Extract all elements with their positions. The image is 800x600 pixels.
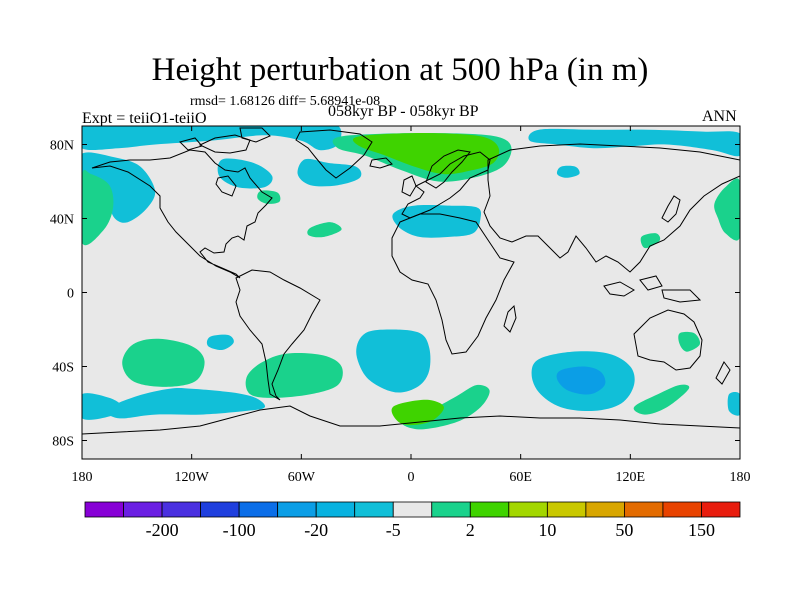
field-region-2-14: [82, 169, 114, 246]
colorbar-label: 10: [538, 520, 556, 540]
field-region--5-4: [392, 205, 482, 238]
field-region-2-18: [714, 178, 740, 241]
field-region-2-19: [122, 338, 205, 387]
coastline-south-america: [235, 269, 321, 401]
colorbar-label: 150: [688, 520, 715, 540]
rmsd-diff-stats: rmsd= 1.68126 diff= 5.68941e-08: [190, 94, 381, 109]
colorbar-swatch: [277, 501, 317, 518]
colorbar-swatch: [354, 501, 394, 518]
field-region--20-11: [556, 366, 606, 395]
map-title: Height perturbation at 500 hPa (in m): [151, 52, 649, 88]
field-region-2-15: [307, 222, 342, 238]
colorbar-swatch: [84, 501, 124, 518]
colorbar-swatch: [508, 501, 548, 518]
colorbar-swatch: [392, 501, 433, 518]
coastline-scandinavia: [425, 149, 471, 189]
colorbar-swatch: [315, 501, 356, 518]
coastline-japan: [661, 195, 681, 223]
field-region-10-25: [352, 132, 500, 175]
period-label: 058kyr BP - 058kyr BP: [328, 103, 479, 120]
lon-tick-label: 180: [72, 470, 93, 485]
lon-tick-label: 120W: [175, 470, 210, 485]
season-label: ANN: [702, 108, 737, 125]
colorbar: -200 -100 -20 -5 2 10 50 150: [84, 501, 741, 540]
colorbar-swatch: [161, 501, 201, 518]
colorbar-swatch: [546, 501, 587, 518]
colorbar-label: -100: [223, 520, 256, 540]
field-region-2-16: [257, 190, 281, 204]
colorbar-label: 2: [466, 520, 475, 540]
coastline-arctic-islands: [179, 127, 271, 154]
field-region--5-0: [82, 126, 342, 151]
lat-tick-label: 0: [67, 287, 74, 302]
lat-tick-label: 80N: [50, 139, 74, 154]
lon-tick-label: 60W: [288, 470, 316, 485]
field-region--5-9: [356, 329, 431, 393]
colorbar-swatch: [431, 501, 471, 518]
lon-tick-label: 0: [408, 470, 415, 485]
lon-tick-label: 180: [730, 470, 751, 485]
coastline-hudson-bay: [215, 175, 237, 197]
colorbar-swatch: [200, 501, 240, 518]
colorbar-swatch: [701, 501, 741, 518]
coastline-britain: [401, 175, 417, 197]
field-region-10-26: [391, 399, 444, 426]
colorbar-swatch: [624, 501, 664, 518]
coastline-africa: [391, 213, 515, 355]
coastline-new-zealand: [715, 361, 731, 385]
lat-tick-label: 40S: [52, 361, 74, 376]
colorbar-swatch: [238, 501, 279, 518]
coastline-australia: [633, 309, 703, 371]
coastline-indonesia: [603, 275, 702, 303]
field-region--5-6: [556, 165, 580, 178]
coastline-greenland: [295, 129, 373, 179]
map-axes: 180 120W 60W 0 60E 120E 180 80N 40N 0 40S 80S: [50, 126, 751, 485]
field-region--5-13: [727, 391, 740, 416]
field-region-2-20: [245, 352, 343, 398]
colorbar-label: 50: [615, 520, 633, 540]
field-region--5-7: [206, 334, 234, 351]
field-region-2-23: [678, 331, 701, 352]
field-region-2-22: [633, 384, 690, 415]
field-region--5-5: [528, 128, 740, 157]
colorbar-swatch: [662, 501, 702, 518]
field-region--5-8: [106, 388, 266, 419]
colorbar-swatch: [585, 501, 625, 518]
colorbar-label: -200: [146, 520, 179, 540]
coastline-asia: [483, 143, 740, 273]
field-region-2-17: [640, 233, 661, 249]
lat-tick-label: 40N: [50, 213, 74, 228]
experiment-label: Expt = teiiO1-teiiO: [82, 110, 207, 127]
coastlines: [82, 127, 740, 435]
coastline-madagascar: [503, 304, 517, 333]
field-region--5-12: [82, 393, 123, 420]
coastline-north-america: [91, 149, 273, 279]
colorbar-swatch: [123, 501, 163, 518]
lon-tick-label: 60E: [509, 470, 532, 485]
colorbar-label: -20: [304, 520, 328, 540]
field-region--5-1: [82, 152, 156, 223]
coastline-antarctica: [82, 405, 740, 435]
colorbar-label: -5: [386, 520, 401, 540]
lat-tick-label: 80S: [52, 435, 74, 450]
lon-tick-label: 120E: [616, 470, 646, 485]
coastline-europe: [401, 151, 491, 219]
coastline-iceland: [369, 157, 393, 169]
height-perturbation-fields: [82, 126, 740, 430]
colorbar-swatch: [469, 501, 510, 518]
